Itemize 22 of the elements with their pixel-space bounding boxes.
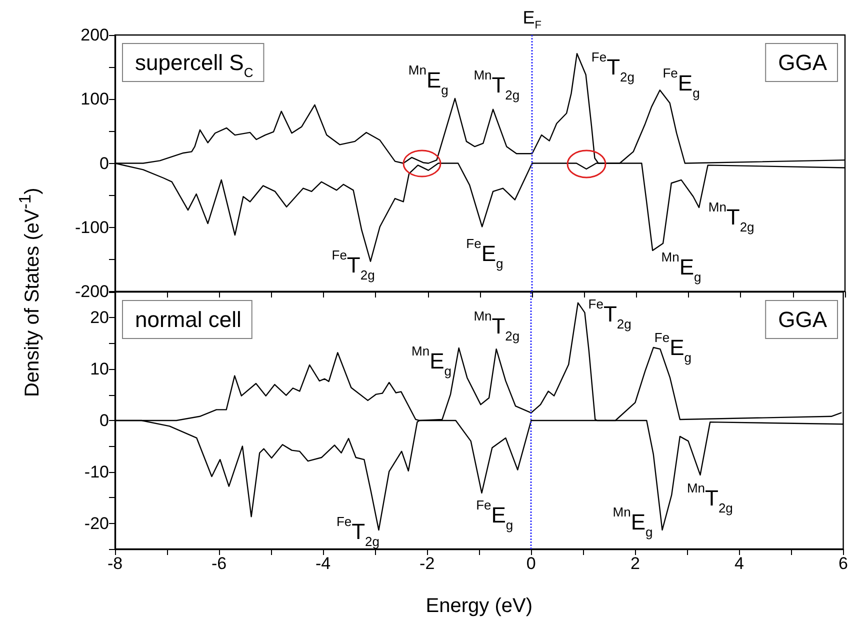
y-tick-label: -10 bbox=[84, 462, 109, 482]
x-tick-label: -6 bbox=[211, 554, 227, 573]
y-tick-label: 200 bbox=[80, 26, 109, 44]
x-tick-label: 2 bbox=[630, 554, 640, 573]
x-tick-label: -2 bbox=[420, 554, 435, 573]
y-tick-label: 0 bbox=[100, 154, 109, 173]
y-tick-label: 20 bbox=[90, 308, 109, 328]
x-axis-title: Energy (eV) bbox=[426, 595, 532, 617]
y-tick-label: -20 bbox=[84, 514, 109, 533]
y-tick-label: 0 bbox=[100, 411, 109, 430]
y-tick-label: 10 bbox=[90, 360, 109, 379]
annotation: normal cell bbox=[135, 307, 242, 332]
y-tick-label: -100 bbox=[74, 218, 109, 237]
annotation: GGA bbox=[778, 307, 828, 332]
x-tick-label: 6 bbox=[838, 554, 848, 573]
x-tick-label: 4 bbox=[734, 554, 744, 573]
x-tick-label: -4 bbox=[316, 554, 331, 573]
annotation: GGA bbox=[778, 50, 828, 75]
x-tick-label: -8 bbox=[107, 554, 123, 573]
y-tick-label: -200 bbox=[74, 282, 109, 301]
y-tick-label: 100 bbox=[80, 90, 109, 109]
x-tick-label: 0 bbox=[526, 554, 536, 573]
